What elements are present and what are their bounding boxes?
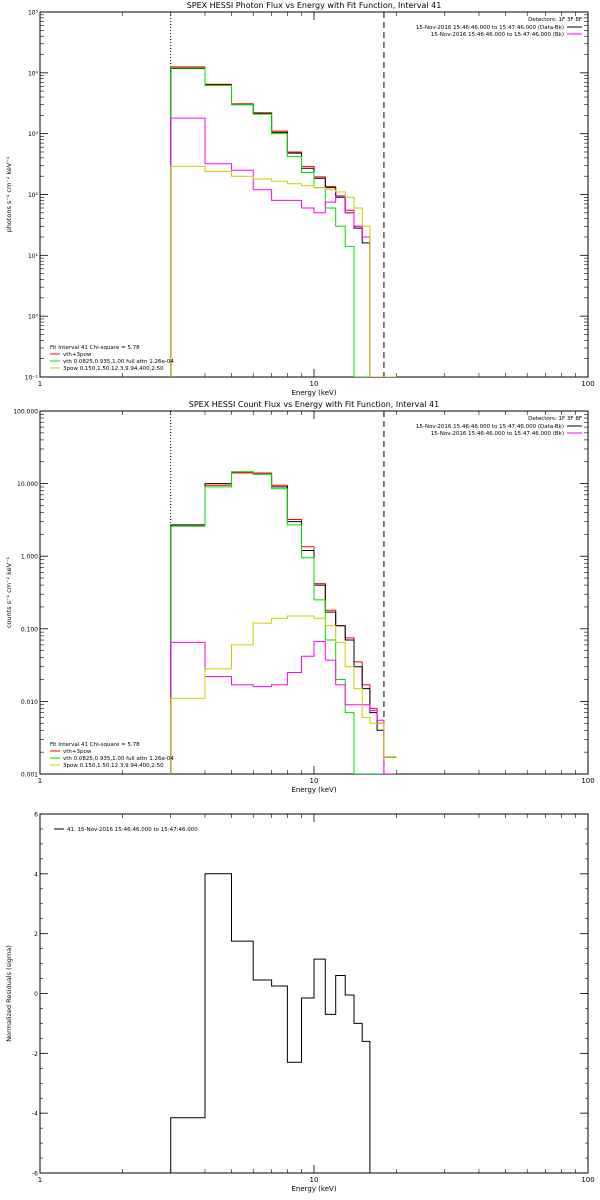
legend-entry-text: 3pow 0.150,1.50,12.3,9.94,400,2.50 — [63, 366, 164, 372]
data-series-group — [170, 873, 384, 1173]
y-axis-label: counts s⁻¹ cm⁻² keV⁻¹ — [5, 556, 13, 628]
chart-panel-3: 1 10 100 Energy (keV) -6 -4 -2 0 2 4 6 Normalized R… — [5, 812, 595, 1194]
y-tick-label: 2 — [34, 931, 38, 938]
x-tick-label: 100 — [581, 1176, 594, 1184]
y-axis-label: Normalized Residuals (sigma) — [5, 945, 13, 1042]
y-tick-label: 0.001 — [21, 772, 38, 779]
y-tick-label: 10⁴ — [28, 70, 39, 77]
series-line-4 — [170, 640, 397, 774]
x-tick-label: 100 — [581, 777, 594, 785]
legend-entry-text: vth 0.0825,0.935,1.00 full attn 1.26e-04 — [63, 756, 174, 762]
legend-detectors: Detectors: 1F 3F 8F — [528, 416, 582, 422]
y-tick-label: 10³ — [28, 131, 39, 138]
chart-panel-1: SPEX HESSI Photon Flux vs Energy with Fi… — [5, 1, 595, 397]
chart-title: SPEX HESSI Count Flux vs Energy with Fit… — [189, 400, 440, 409]
y-tick-label: 10⁵ — [28, 10, 39, 17]
series-line-3 — [170, 471, 397, 774]
y-tick-label: 10¹ — [28, 253, 39, 260]
series-line-1 — [170, 873, 384, 1173]
x-tick-label: 10 — [310, 380, 319, 388]
series-line-5 — [170, 615, 397, 774]
x-axis-label: Energy (keV) — [291, 389, 336, 397]
x-axis-label: Energy (keV) — [291, 1185, 336, 1193]
chart-title: SPEX HESSI Photon Flux vs Energy with Fi… — [187, 1, 442, 10]
legend-entry-text: 15-Nov-2016 15:46:46.000 to 15:47:46.000… — [416, 25, 564, 31]
legend-entry-text: 15-Nov-2016 15:46:46.000 to 15:47:46.000… — [431, 32, 564, 38]
legend-entry-text: vth+3pow — [63, 749, 92, 755]
x-tick-label: 10 — [310, 777, 319, 785]
y-tick-label: -2 — [32, 1051, 38, 1058]
y-tick-label: 4 — [34, 871, 38, 878]
y-tick-label: 0 — [34, 991, 38, 998]
x-tick-label: 1 — [38, 1176, 42, 1184]
y-tick-label: 10² — [28, 192, 39, 199]
legend-entry-text: 15-Nov-2016 15:46:46.000 to 15:47:46.000… — [431, 431, 564, 437]
data-series-group — [170, 471, 397, 774]
legend-entry-text: 41. 15-Nov-2016 15:46:46.000 to 15:47:46… — [67, 827, 198, 833]
x-tick-label: 100 — [581, 380, 594, 388]
y-tick-label: -4 — [32, 1111, 38, 1118]
plot-frame — [39, 11, 589, 378]
y-axis-label: photons s⁻¹ cm⁻² keV⁻¹ — [5, 156, 13, 232]
y-tick-label: 10.000 — [17, 481, 38, 488]
series-line-5 — [170, 165, 397, 377]
x-tick-label: 1 — [38, 777, 42, 785]
legend-entry-text: 3pow 0.150,1.50,12.3,9.94,400,2.50 — [63, 763, 164, 769]
y-tick-label: 10⁻¹ — [25, 375, 39, 382]
legend-entry-text: vth+3pow — [63, 352, 92, 358]
y-tick-label: -6 — [32, 1171, 38, 1178]
chart-panel-2: SPEX HESSI Count Flux vs Energy with Fit… — [5, 400, 595, 794]
y-tick-label: 0.100 — [21, 626, 38, 633]
y-tick-label: 10⁰ — [28, 314, 39, 321]
legend-detectors: Detectors: 1F 3F 8F — [528, 17, 582, 23]
legend-entry-text: vth 0.0825,0.935,1.00 full attn 1.26e-04 — [63, 359, 174, 365]
x-axis-label: Energy (keV) — [291, 786, 336, 794]
legend-fit-interval: Fit Interval 41 Chi-square = 5.78 — [50, 345, 140, 351]
series-line-4 — [170, 117, 397, 377]
x-tick-label: 10 — [310, 1176, 319, 1184]
series-line-3 — [170, 67, 397, 377]
y-tick-label: 0.010 — [21, 699, 38, 706]
legend-fit-interval: Fit Interval 41 Chi-square = 5.78 — [50, 742, 140, 748]
data-series-group — [170, 66, 397, 377]
y-tick-label: 6 — [34, 812, 38, 819]
y-tick-label: 100.000 — [13, 409, 38, 416]
legend-entry-text: 15-Nov-2016 15:46:46.000 to 15:47:46.000… — [416, 424, 564, 430]
y-tick-label: 1.000 — [21, 554, 38, 561]
x-tick-label: 1 — [38, 380, 42, 388]
